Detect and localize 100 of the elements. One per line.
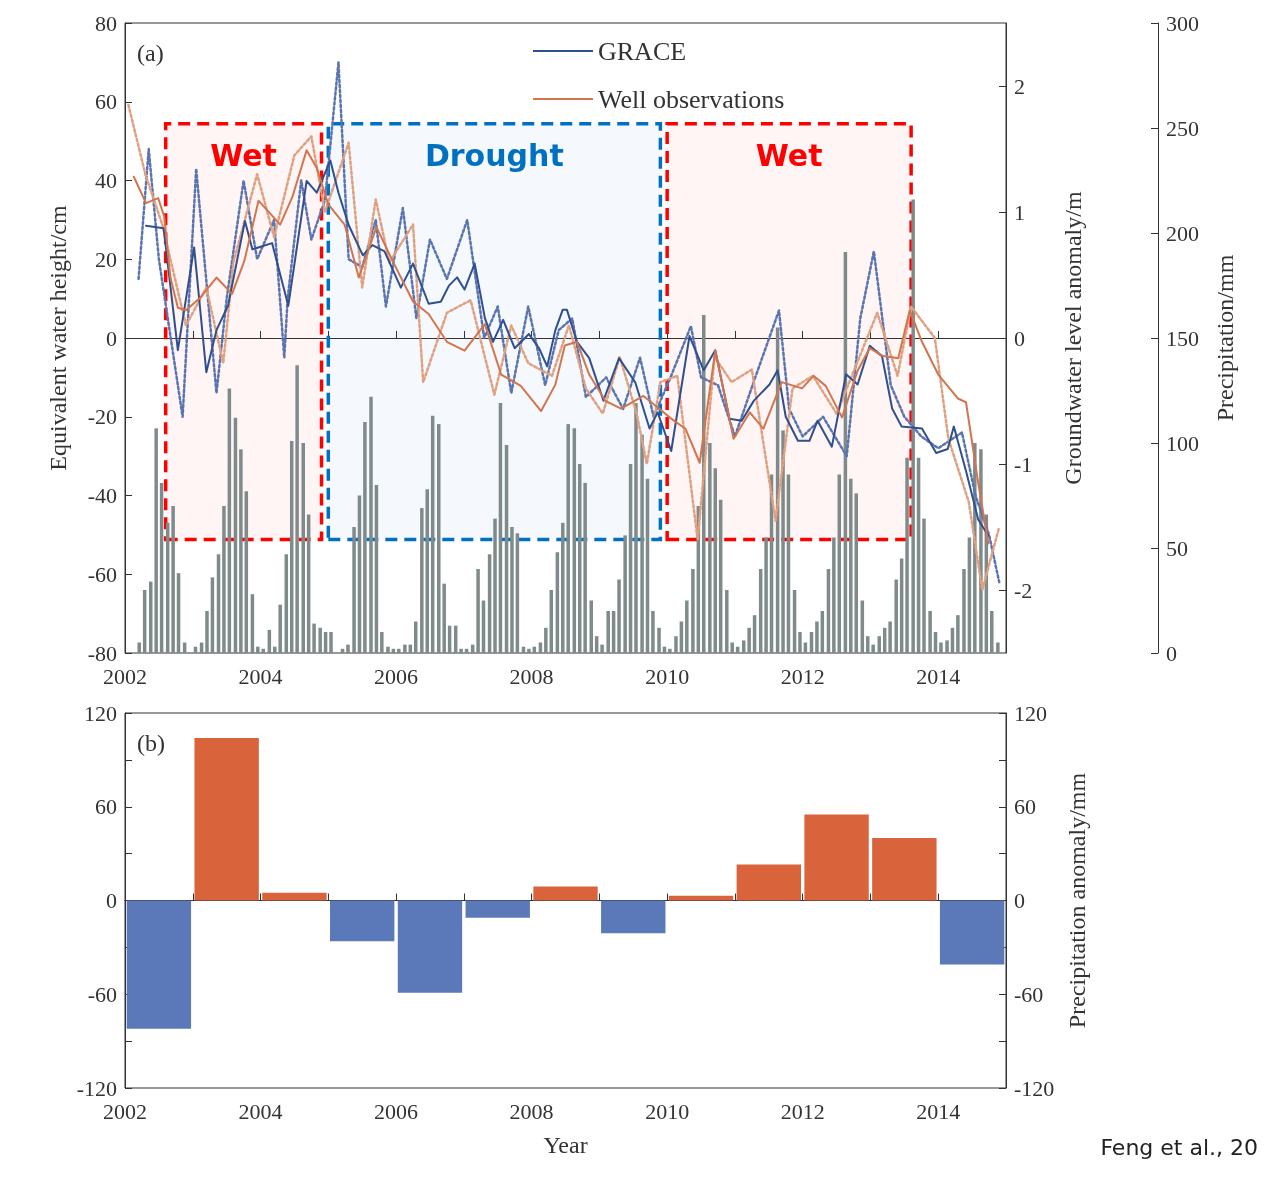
bar xyxy=(295,365,299,653)
bar xyxy=(397,900,463,993)
x-tick-label: 2014 xyxy=(916,663,961,689)
text: Feng et al., 20 xyxy=(1100,1134,1258,1160)
bar xyxy=(205,611,209,653)
annotation: (b) xyxy=(137,730,165,756)
bar xyxy=(691,569,695,653)
bar xyxy=(346,644,350,653)
y-axis-title: Equivalent water height/cm xyxy=(45,205,71,471)
bar xyxy=(363,422,367,653)
bar xyxy=(369,396,373,653)
bar xyxy=(623,535,627,653)
y2-tick-label: 120 xyxy=(1014,700,1047,726)
bar xyxy=(815,621,819,653)
bar xyxy=(872,838,937,901)
y2-tick-label: 0 xyxy=(1014,888,1025,913)
bar xyxy=(380,632,384,653)
bar xyxy=(600,644,604,653)
bar xyxy=(939,900,1005,965)
bar xyxy=(798,632,802,653)
y2-tick-label: -60 xyxy=(1014,981,1044,1007)
x-tick-label: 2006 xyxy=(374,1098,419,1124)
bar xyxy=(640,434,644,653)
x-tick-label: 2002 xyxy=(103,1098,147,1124)
bar xyxy=(911,199,915,653)
bar xyxy=(945,640,949,653)
y3-tick-label: 50 xyxy=(1166,535,1188,561)
y2-tick-label: -120 xyxy=(1014,1075,1055,1101)
bar xyxy=(962,569,966,653)
x-tick-label: 2006 xyxy=(374,663,419,689)
bar xyxy=(922,518,926,653)
bar xyxy=(126,900,192,1029)
bar xyxy=(888,621,892,653)
bar xyxy=(606,611,610,653)
bar xyxy=(764,537,768,653)
y-tick-label: -40 xyxy=(87,483,117,508)
bar xyxy=(634,403,638,653)
bar xyxy=(996,642,1000,653)
band-label: Drought xyxy=(424,137,564,173)
band-label: Wet xyxy=(210,137,277,173)
bar xyxy=(476,569,480,653)
band-label: Wet xyxy=(755,137,823,173)
legend-label: Well observations xyxy=(598,84,785,114)
bar xyxy=(747,627,751,653)
x-axis-title: Year xyxy=(543,1132,588,1158)
y-tick-label: 60 xyxy=(95,89,117,115)
y3-tick-label: 200 xyxy=(1166,220,1199,246)
bar xyxy=(329,632,333,653)
bar xyxy=(330,900,395,942)
bar xyxy=(583,482,587,653)
bar xyxy=(685,600,689,653)
bar xyxy=(510,527,514,653)
bar xyxy=(352,527,356,653)
bar xyxy=(544,627,548,653)
bar xyxy=(657,627,661,653)
y-tick-label: 120 xyxy=(84,700,117,726)
bar xyxy=(832,537,836,653)
y3-tick-label: 150 xyxy=(1166,325,1199,351)
x-tick-label: 2014 xyxy=(916,1098,961,1124)
y3-tick-label: 300 xyxy=(1166,10,1199,36)
bar xyxy=(533,886,598,901)
x-tick-label: 2008 xyxy=(509,663,554,689)
bar xyxy=(194,738,259,901)
bar xyxy=(239,449,243,653)
bar xyxy=(171,506,175,653)
bar xyxy=(465,900,530,918)
y2-tick-label: -1 xyxy=(1014,451,1033,477)
y3-tick-label: 100 xyxy=(1166,430,1199,456)
y2-axis-title: Precipitation anomaly/mm xyxy=(1064,772,1091,1029)
y-tick-label: 0 xyxy=(106,325,117,351)
y3-tick-label: 250 xyxy=(1166,115,1199,141)
bar xyxy=(527,648,531,653)
y-tick-label: 60 xyxy=(95,794,117,820)
bar xyxy=(905,457,909,653)
y2-tick-label: 1 xyxy=(1014,199,1025,225)
y-tick-label: 80 xyxy=(95,10,117,36)
bar xyxy=(222,506,226,653)
legend-label: GRACE xyxy=(598,36,687,66)
bar xyxy=(939,642,943,653)
bar xyxy=(736,864,801,901)
bar xyxy=(601,900,666,934)
bar xyxy=(668,895,734,901)
x-tick-label: 2002 xyxy=(103,663,147,689)
y2-tick-label: -2 xyxy=(1014,577,1033,603)
y2-tick-label: 60 xyxy=(1014,794,1036,820)
bar xyxy=(894,579,898,653)
y3-axis-title: Precipitation/mm xyxy=(1212,254,1238,422)
bar xyxy=(459,648,463,653)
y3-tick-label: 0 xyxy=(1166,640,1177,666)
bar xyxy=(397,648,401,653)
y2-axis-title: Groundwater level anomaly/m xyxy=(1060,191,1086,485)
x-tick-label: 2004 xyxy=(238,663,283,689)
x-tick-label: 2010 xyxy=(645,1098,690,1124)
annotation: (a) xyxy=(137,40,164,66)
bar xyxy=(617,579,621,653)
y2-tick-label: 0 xyxy=(1014,325,1025,351)
bar xyxy=(956,615,960,653)
bar xyxy=(420,508,424,653)
bar xyxy=(708,443,712,653)
y-tick-label: -80 xyxy=(87,640,117,666)
